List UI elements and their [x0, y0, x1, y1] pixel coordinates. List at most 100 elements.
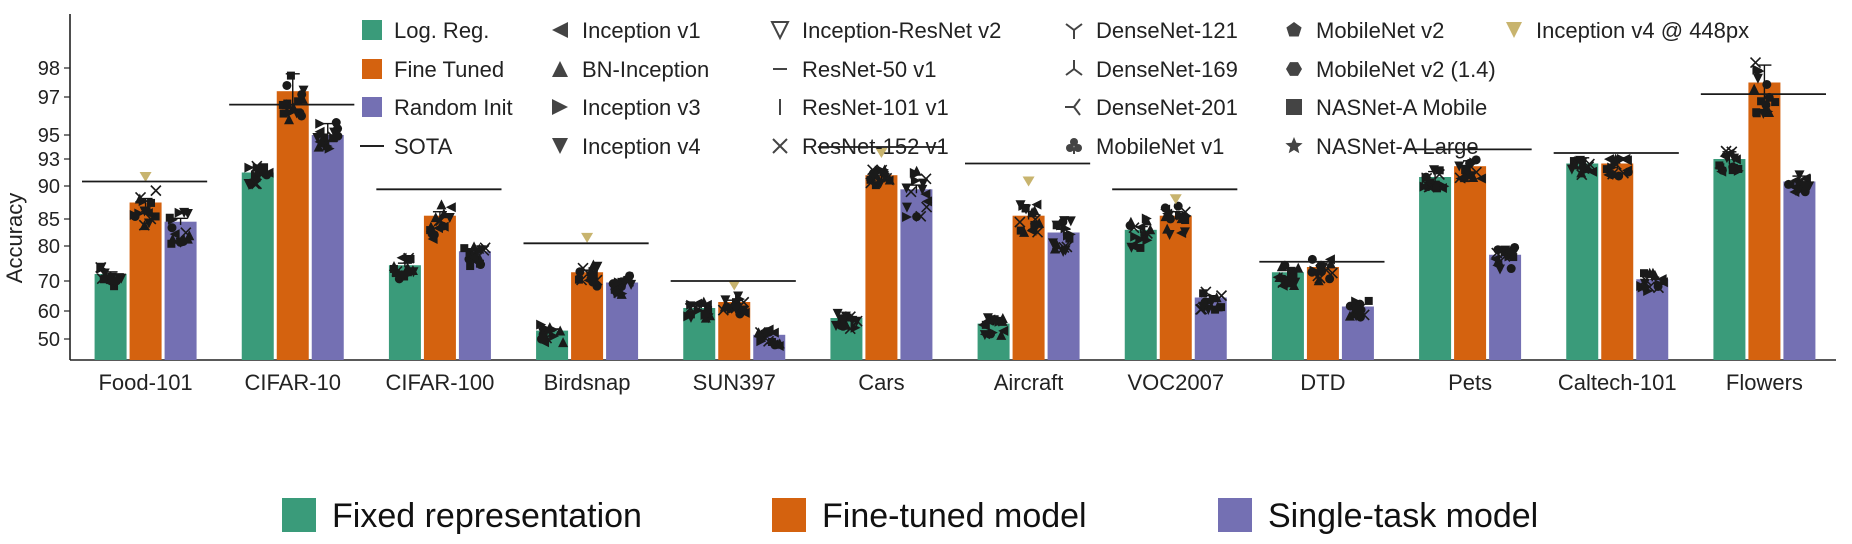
model-marker [1587, 166, 1598, 177]
legend-label: Inception v4 @ 448px [1536, 18, 1749, 43]
model-marker [1173, 201, 1183, 211]
model-marker [1217, 303, 1226, 312]
model-marker [1199, 289, 1208, 298]
model-marker [920, 189, 931, 200]
bar-finetuned [276, 91, 309, 360]
model-marker [1140, 231, 1149, 240]
model-marker [99, 268, 110, 279]
bar-single [1489, 254, 1522, 360]
model-marker [770, 340, 780, 350]
model-marker [738, 296, 750, 308]
model-marker [616, 288, 627, 299]
model-marker [1426, 178, 1435, 187]
model-marker [182, 209, 193, 220]
model-marker [288, 102, 299, 113]
legend-entry: DenseNet-201 [1065, 95, 1238, 120]
model-marker [435, 215, 447, 227]
model-marker [1176, 213, 1187, 224]
model-marker [753, 327, 764, 338]
model-marker [1029, 205, 1040, 216]
model-marker [1617, 167, 1629, 179]
model-marker [1749, 57, 1762, 69]
inception-448-marker [875, 148, 888, 158]
model-marker [987, 327, 998, 338]
model-marker [1771, 98, 1780, 107]
model-marker [1639, 285, 1650, 296]
x-tick-label: CIFAR-10 [244, 370, 341, 395]
model-marker [1030, 220, 1039, 229]
model-marker [1610, 157, 1619, 166]
y-tick-label: 90 [38, 176, 60, 198]
x-tick-label: CIFAR-100 [386, 370, 495, 395]
model-marker [1198, 301, 1209, 312]
model-marker [147, 198, 156, 207]
model-marker [622, 271, 633, 282]
model-marker [1470, 166, 1482, 178]
inception-448-marker [581, 232, 594, 243]
legend-label: MobileNet v1 [1096, 134, 1224, 159]
model-marker [1752, 109, 1761, 118]
model-marker [905, 186, 917, 198]
model-marker [1583, 161, 1595, 173]
model-marker [1716, 166, 1727, 177]
model-marker [990, 315, 999, 324]
model-marker [1432, 184, 1441, 193]
x-tick-label: SUN397 [693, 370, 776, 395]
model-marker [252, 173, 261, 182]
x-tick-label: VOC2007 [1127, 370, 1224, 395]
legend-symbol-swatch-finetuned [362, 59, 382, 79]
legend-entry: Inception-ResNet v2 [770, 18, 1001, 43]
x-tick-label: Pets [1448, 370, 1492, 395]
model-marker [1272, 272, 1283, 283]
inner-legend: Log. Reg. Fine Tuned Random Init SOTA Incept… [360, 18, 1749, 159]
model-marker [1793, 185, 1804, 196]
bar-fixed [388, 265, 421, 360]
model-marker [143, 218, 154, 229]
model-marker [868, 168, 878, 178]
bar-finetuned [423, 215, 456, 360]
legend-entry: Log. Reg. [362, 18, 489, 43]
legend-symbol-x [772, 138, 788, 154]
bottom-legend: Fixed representation Fine-tuned model Sing… [282, 497, 1538, 535]
model-marker [883, 175, 894, 186]
legend-entry: ResNet-101 v1 [779, 95, 949, 120]
legend-symbol-hexagon [1286, 62, 1302, 76]
model-marker [263, 167, 274, 178]
model-marker [832, 308, 843, 319]
legend-entry: Inception v1 [552, 18, 701, 43]
model-marker [1640, 274, 1652, 286]
legend-entry: Inception v4 @ 448px [1506, 18, 1749, 43]
bottom-legend-entry: Fine-tuned model [772, 497, 1087, 535]
model-marker [720, 295, 731, 306]
model-marker [1506, 264, 1516, 274]
model-marker [910, 175, 921, 186]
y-tick-label: 85 [38, 209, 60, 231]
model-marker [763, 324, 774, 335]
model-marker [909, 167, 920, 178]
model-marker [1051, 239, 1062, 250]
model-marker [977, 319, 988, 330]
legend-label: NASNet-A Mobile [1316, 95, 1487, 120]
legend-entry: SOTA [360, 134, 453, 159]
model-marker [396, 252, 407, 263]
model-marker [1058, 217, 1068, 227]
model-marker [251, 162, 262, 173]
legend-label: Log. Reg. [394, 18, 489, 43]
bottom-legend-entry: Single-task model [1218, 497, 1538, 535]
model-marker [865, 177, 877, 189]
model-marker [1640, 269, 1649, 278]
model-marker [1649, 269, 1660, 280]
y-tick-label: 93 [38, 149, 60, 171]
legend-symbol-square [1286, 99, 1302, 115]
model-marker [1421, 172, 1432, 183]
model-marker [982, 313, 993, 324]
legend-symbol-tri-up [1065, 60, 1083, 76]
model-marker [167, 223, 177, 233]
model-marker [548, 324, 559, 335]
model-marker [138, 219, 150, 231]
model-marker [1280, 260, 1290, 270]
model-marker [1179, 227, 1190, 238]
bar-finetuned [1012, 215, 1045, 360]
bar-finetuned [865, 175, 898, 360]
